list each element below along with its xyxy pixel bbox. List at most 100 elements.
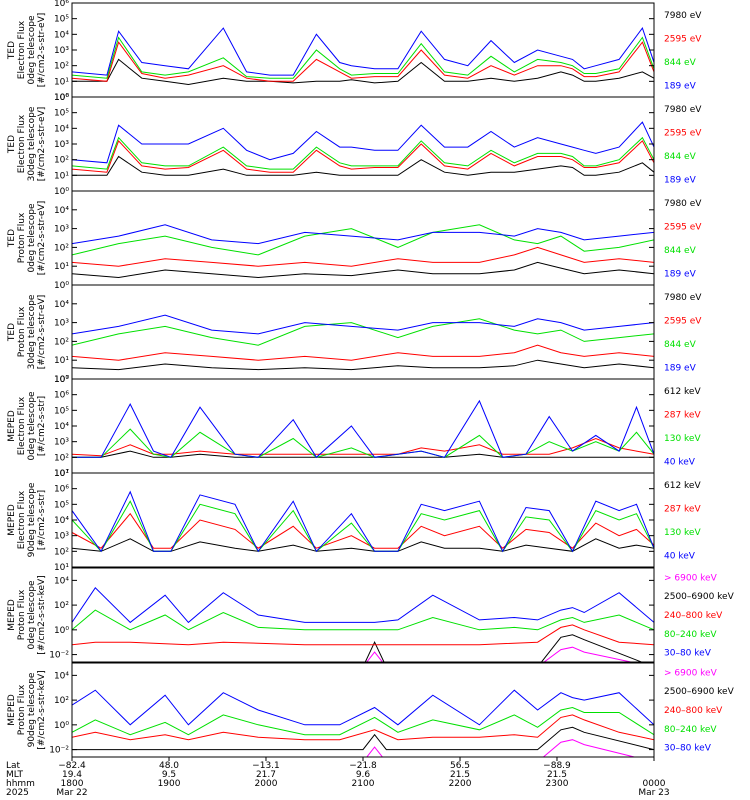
series-4-0 <box>72 450 654 458</box>
panel-frame-4 <box>71 378 655 474</box>
series-0-0 <box>72 58 654 86</box>
xtick-lat-5: −88.9 <box>543 761 571 771</box>
panel-frame-6 <box>71 567 655 663</box>
ylabel-2: TEDProton Flux0deg telescope[#/cm2-s-str… <box>7 201 47 276</box>
xtick-mlt-5: 21.5 <box>547 770 567 780</box>
ytick-label-3-3: 10³ <box>54 319 69 329</box>
ylabel-line-7-1: Proton Flux <box>17 684 27 735</box>
legend-2-0: 7980 eV <box>664 199 702 209</box>
legend-6-1: 2500–6900 keV <box>664 592 735 602</box>
xtick-hhmm-2: 2000 <box>255 779 278 789</box>
ylabel-line-0-3: [#/cm2-s-str-eV] <box>37 13 47 88</box>
series-7-0 <box>366 739 637 757</box>
ytick-label-1-3: 10³ <box>54 140 69 150</box>
xtick-lat-4: 56.5 <box>450 761 470 771</box>
ylabel-line-1-1: Electron Flux <box>17 114 27 173</box>
ylabel-line-7-3: [#/cm2-s-str-keV] <box>37 670 47 749</box>
series-1-3 <box>72 121 654 164</box>
ytick-label-7-1: 10⁰ <box>54 721 69 731</box>
legend-0-1: 2595 eV <box>664 34 702 44</box>
legend-4-0: 612 keV <box>664 387 701 397</box>
legend-4-1: 287 keV <box>664 410 701 420</box>
ytick-label-0-5: 10⁵ <box>54 15 69 25</box>
ylabel-1: TEDElectron Flux30deg telescope[#/cm2-s-… <box>7 106 47 181</box>
ylabel-line-6-3: [#/cm2-s-str-keV] <box>37 575 47 654</box>
series-6-2 <box>72 624 654 646</box>
xtick-date-0: Mar 22 <box>56 788 87 798</box>
legend-2-2: 844 eV <box>664 246 697 256</box>
ytick-label-2-3: 10³ <box>54 225 69 235</box>
ytick-label-5-2: 10³ <box>54 532 69 542</box>
series-7-1 <box>72 726 654 751</box>
xtick-mlt-2: 21.7 <box>256 770 276 780</box>
ylabel-6: MEPEDProton Flux0deg telescope[#/cm2-s-s… <box>7 575 47 654</box>
ytick-label-0-6: 10⁶ <box>54 0 69 9</box>
ytick-label-3-4: 10⁴ <box>54 300 69 310</box>
series-6-4 <box>72 587 654 624</box>
ytick-label-5-0: 10¹ <box>54 563 69 573</box>
ytick-label-4-3: 10⁴ <box>54 422 69 432</box>
legend-0-3: 189 eV <box>664 81 697 91</box>
ytick-label-5-6: 10⁷ <box>54 469 69 479</box>
xaxis-row-label-2: hhmm <box>6 779 35 789</box>
ylabel-0: TEDElectron Flux0deg telescope[#/cm2-s-s… <box>7 13 47 88</box>
ytick-label-1-1: 10¹ <box>54 171 69 181</box>
ytick-label-7-0: 10⁻² <box>49 746 69 756</box>
ylabel-line-2-2: 0deg telescope <box>27 203 37 273</box>
xtick-mlt-1: 9.5 <box>162 770 176 780</box>
legend-5-2: 130 keV <box>664 528 701 538</box>
xtick-mlt-4: 21.5 <box>450 770 470 780</box>
series-3-3 <box>72 314 654 335</box>
series-7-4 <box>72 689 654 726</box>
legend-7-4: 30–80 keV <box>664 744 712 754</box>
legend-1-1: 2595 eV <box>664 128 702 138</box>
xtick-hhmm-0: 1800 <box>61 779 84 789</box>
ylabel-5: MEPEDElectron Flux90deg telescope[#/cm2-… <box>7 482 47 557</box>
ylabel-7: MEPEDProton Flux90deg telescope[#/cm2-s-… <box>7 670 47 749</box>
legend-7-1: 2500–6900 keV <box>664 687 735 697</box>
legend-5-1: 287 keV <box>664 504 701 514</box>
xaxis-row-label-1: MLT <box>6 770 24 780</box>
xtick-hhmm-3: 2100 <box>352 779 375 789</box>
ylabel-4: MEPEDElectron Flux0deg telescope[#/cm2-s… <box>7 391 47 461</box>
panel-frame-5 <box>71 472 655 568</box>
ytick-label-4-6: 10⁷ <box>54 375 69 385</box>
ytick-label-2-4: 10⁴ <box>54 206 69 216</box>
ylabel-line-5-0: MEPED <box>7 504 17 536</box>
series-6-0 <box>366 646 634 662</box>
legend-1-3: 189 eV <box>664 175 697 185</box>
xaxis-row-label-0: Lat <box>6 761 21 771</box>
ylabel-line-5-1: Electron Flux <box>17 490 27 549</box>
series-1-2 <box>72 136 654 170</box>
xtick-lat-2: −13.1 <box>252 761 280 771</box>
ytick-label-7-2: 10² <box>54 696 69 706</box>
legend-7-2: 240–800 keV <box>664 706 723 716</box>
ytick-label-0-1: 10¹ <box>54 77 69 87</box>
legend-1-0: 7980 eV <box>664 105 702 115</box>
ytick-label-6-3: 10⁴ <box>54 576 69 586</box>
ytick-label-1-2: 10² <box>54 156 69 166</box>
ytick-label-0-2: 10² <box>54 62 69 72</box>
series-7-3 <box>72 706 654 736</box>
series-1-1 <box>72 139 654 173</box>
ytick-label-3-2: 10² <box>54 337 69 347</box>
ytick-label-4-4: 10⁵ <box>54 406 69 416</box>
ytick-label-0-0: 10⁰ <box>54 93 69 103</box>
series-0-1 <box>72 41 654 82</box>
ytick-label-2-0: 10⁰ <box>54 281 69 291</box>
ylabel-line-0-2: 0deg telescope <box>27 15 37 85</box>
xtick-hhmm-6: 0000 <box>643 779 666 789</box>
xtick-lat-1: 48.0 <box>159 761 179 771</box>
ytick-label-6-2: 10² <box>54 601 69 611</box>
ytick-label-0-3: 10³ <box>54 46 69 56</box>
legend-7-0: > 6900 keV <box>664 668 718 678</box>
legend-2-1: 2595 eV <box>664 222 702 232</box>
ylabel-line-7-2: 90deg telescope <box>27 672 37 747</box>
ylabel-line-1-0: TED <box>7 135 17 154</box>
legend-6-0: > 6900 keV <box>664 573 718 583</box>
xtick-hhmm-5: 2300 <box>546 779 569 789</box>
ytick-label-6-0: 10⁻² <box>49 651 69 661</box>
legend-5-0: 612 keV <box>664 481 701 491</box>
ytick-label-4-0: 10¹ <box>54 469 69 479</box>
legend-3-0: 7980 eV <box>664 293 702 303</box>
